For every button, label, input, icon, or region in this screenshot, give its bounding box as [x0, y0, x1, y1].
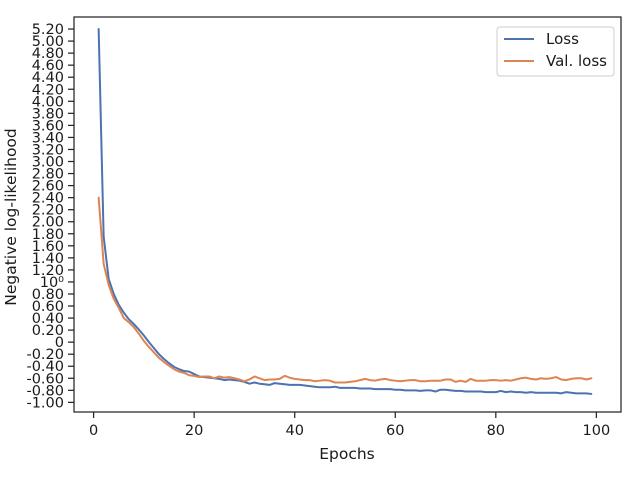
y-tick-label: -0.80: [26, 383, 64, 399]
x-tick-label: 80: [487, 423, 505, 439]
y-tick-label: 3.80: [32, 106, 64, 122]
series-line-loss: [97, 28, 593, 395]
x-tick-label: 100: [583, 423, 611, 439]
x-axis-label: Epochs: [319, 445, 375, 463]
y-tick-label: 3.20: [32, 142, 64, 158]
y-tick-label: 0.20: [32, 323, 64, 339]
y-tick-label: 0.40: [32, 311, 64, 327]
y-tick-label: 3.00: [32, 155, 64, 171]
y-tick-label: 4.80: [32, 46, 64, 62]
y-tick-label: 1.60: [32, 239, 64, 255]
y-tick-label: 4.40: [32, 70, 64, 86]
axes-border: [73, 16, 622, 413]
y-tick-label: 3.60: [32, 118, 64, 134]
y-tick-label: 4.60: [32, 58, 64, 74]
series-line-val-loss: [97, 196, 593, 384]
y-tick-label: 1.20: [32, 263, 64, 279]
y-axis-ticks: -1.00-0.80-0.60-0.40-0.2000.200.400.600.…: [26, 22, 74, 411]
y-tick-label: 2.40: [32, 191, 64, 207]
y-tick-label: 3.40: [32, 130, 64, 146]
x-axis-ticks: 0 20 40 60 80 100: [89, 412, 610, 439]
y-tick-label: 4.00: [32, 94, 64, 110]
y-tick-label: 0: [55, 335, 64, 351]
y-tick-label: 2.00: [32, 215, 64, 231]
y-tick-label: 10⁰: [40, 275, 64, 291]
y-tick-label: -0.40: [26, 359, 64, 375]
y-tick-label: -0.20: [26, 347, 64, 363]
y-tick-label: 4.20: [32, 82, 64, 98]
x-tick-label: 20: [185, 423, 203, 439]
y-tick-label: 2.20: [32, 203, 64, 219]
legend: Loss Val. loss: [496, 26, 615, 77]
y-tick-label: -0.60: [26, 371, 64, 387]
y-axis-label: Negative log-likelihood: [2, 128, 20, 306]
y-tick-label: 0.60: [32, 299, 64, 315]
y-tick-label: 5.00: [32, 34, 64, 50]
plot-lines: [97, 28, 593, 395]
legend-label-val-loss: Val. loss: [546, 52, 607, 70]
x-tick-label: 0: [89, 423, 98, 439]
x-tick-label: 60: [386, 423, 404, 439]
y-tick-label: 1.80: [32, 227, 64, 243]
axes-frame: [73, 16, 622, 413]
x-tick-label: 40: [285, 423, 303, 439]
legend-label-loss: Loss: [546, 30, 579, 48]
y-tick-label: 5.20: [32, 22, 64, 38]
y-tick-label: -1.00: [26, 395, 64, 411]
y-tick-label: 2.80: [32, 167, 64, 183]
y-tick-label: 0.80: [32, 287, 64, 303]
y-tick-label: 2.60: [32, 179, 64, 195]
y-tick-label: 1.40: [32, 251, 64, 267]
